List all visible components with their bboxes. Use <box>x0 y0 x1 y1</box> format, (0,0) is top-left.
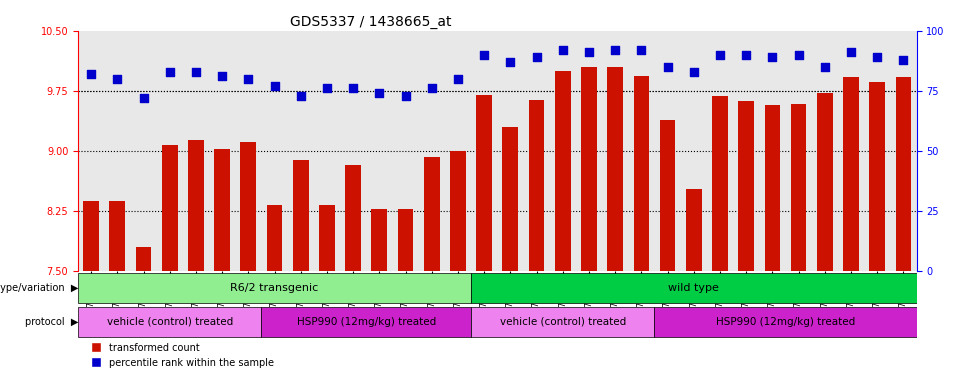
FancyBboxPatch shape <box>654 307 916 337</box>
Bar <box>188 140 204 271</box>
Bar <box>660 121 676 271</box>
Point <box>660 64 676 70</box>
Bar <box>528 99 544 271</box>
Text: protocol  ▶: protocol ▶ <box>24 317 78 327</box>
Point <box>162 68 177 74</box>
Bar <box>738 101 754 271</box>
Text: vehicle (control) treated: vehicle (control) treated <box>106 317 233 327</box>
Bar <box>555 71 570 271</box>
Point <box>424 85 440 91</box>
Bar <box>214 149 230 271</box>
Point <box>634 47 649 53</box>
Point <box>581 49 597 55</box>
Bar <box>162 144 177 271</box>
Bar <box>371 209 387 271</box>
Bar <box>791 104 806 271</box>
Point <box>555 47 570 53</box>
Bar <box>476 95 492 271</box>
Text: wild type: wild type <box>668 283 720 293</box>
Bar <box>817 93 833 271</box>
Point <box>267 83 283 89</box>
Bar <box>267 205 283 271</box>
Legend: transformed count, percentile rank within the sample: transformed count, percentile rank withi… <box>83 339 278 371</box>
Point <box>109 76 125 82</box>
Bar <box>895 77 912 271</box>
Text: vehicle (control) treated: vehicle (control) treated <box>499 317 626 327</box>
Bar <box>843 77 859 271</box>
Point <box>477 52 492 58</box>
Text: HSP990 (12mg/kg) treated: HSP990 (12mg/kg) treated <box>296 317 436 327</box>
Bar <box>109 200 125 271</box>
Point <box>319 85 334 91</box>
Bar <box>607 67 623 271</box>
Bar <box>398 209 413 271</box>
Point <box>450 76 466 82</box>
Bar <box>870 82 885 271</box>
Bar <box>634 76 649 271</box>
Point <box>398 93 413 99</box>
Point <box>345 85 361 91</box>
Point <box>188 68 204 74</box>
Point <box>686 68 702 74</box>
Point <box>712 52 727 58</box>
Point <box>817 64 833 70</box>
Point <box>502 59 518 65</box>
Point <box>528 54 544 60</box>
Point <box>607 47 623 53</box>
Bar <box>83 202 99 271</box>
Point <box>214 73 230 79</box>
Bar <box>712 96 727 271</box>
Point <box>896 56 912 63</box>
Bar <box>424 157 440 271</box>
Bar <box>292 160 309 271</box>
Point <box>843 49 859 55</box>
Text: genotype/variation  ▶: genotype/variation ▶ <box>0 283 78 293</box>
Bar <box>581 67 597 271</box>
FancyBboxPatch shape <box>78 307 261 337</box>
Bar <box>345 166 361 271</box>
Point <box>870 54 885 60</box>
Point <box>241 76 256 82</box>
Bar <box>241 142 256 271</box>
Point <box>292 93 308 99</box>
Text: GDS5337 / 1438665_at: GDS5337 / 1438665_at <box>290 15 451 29</box>
Bar <box>764 105 780 271</box>
Point <box>371 90 387 96</box>
FancyBboxPatch shape <box>78 273 471 303</box>
Text: HSP990 (12mg/kg) treated: HSP990 (12mg/kg) treated <box>716 317 855 327</box>
Bar <box>450 151 466 271</box>
Point <box>738 52 754 58</box>
Text: R6/2 transgenic: R6/2 transgenic <box>230 283 319 293</box>
FancyBboxPatch shape <box>471 273 916 303</box>
Point <box>791 52 806 58</box>
Bar <box>136 247 151 271</box>
Bar <box>502 127 519 271</box>
FancyBboxPatch shape <box>261 307 471 337</box>
Bar <box>319 205 334 271</box>
Bar <box>686 189 702 271</box>
Point <box>136 95 151 101</box>
FancyBboxPatch shape <box>471 307 654 337</box>
Point <box>764 54 780 60</box>
Point <box>83 71 98 77</box>
